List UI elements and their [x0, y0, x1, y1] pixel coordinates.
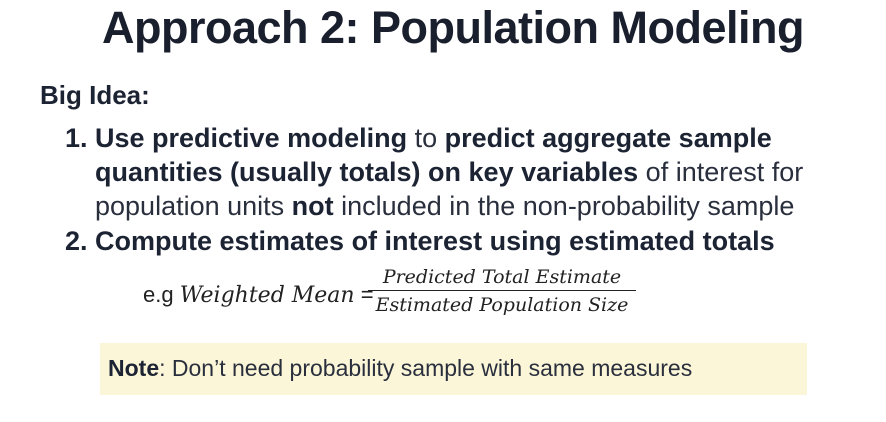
- list-item-2: 2. Compute estimates of interest using es…: [65, 224, 775, 258]
- big-idea-label: Big Idea:: [40, 80, 150, 110]
- formula-prefix: e.g: [143, 282, 180, 307]
- formula-numerator: Predicted Total Estimate: [368, 266, 636, 291]
- formula-lhs: e.g Weighted Mean =: [143, 282, 374, 308]
- item1-line3-plain-b: included in the non-probability sample: [333, 191, 795, 221]
- formula-equals: =: [354, 282, 374, 307]
- item1-line3-bold: not: [291, 191, 334, 221]
- item1-bold-b: predict aggregate sample: [444, 123, 772, 153]
- list-number-1: 1.: [65, 123, 88, 153]
- note-text: Note: Don’t need probability sample with…: [108, 355, 692, 382]
- list-item-1: 1. Use predictive modeling to predict agg…: [65, 121, 803, 221]
- formula-denominator: Estimated Population Size: [375, 294, 629, 316]
- item1-line3-plain-a: population units: [95, 191, 292, 221]
- note-body: : Don’t need probability sample with sam…: [159, 355, 693, 381]
- item1-line2-plain: of interest for: [638, 157, 804, 187]
- item1-plain-a: to: [407, 123, 445, 153]
- item1-line2-bold: quantities (usually totals) on key varia…: [95, 157, 639, 187]
- list-number-2: 2.: [65, 226, 88, 256]
- item2-text: Compute estimates of interest using esti…: [95, 226, 775, 256]
- slide-title: Approach 2: Population Modeling: [102, 2, 804, 53]
- formula-lhs-term: Weighted Mean: [179, 283, 355, 308]
- note-box: Note: Don’t need probability sample with…: [100, 343, 807, 395]
- formula-fraction: Predicted Total Estimate Estimated Popul…: [368, 266, 636, 316]
- note-label: Note: [108, 355, 160, 381]
- item1-bold-a: Use predictive modeling: [95, 123, 408, 153]
